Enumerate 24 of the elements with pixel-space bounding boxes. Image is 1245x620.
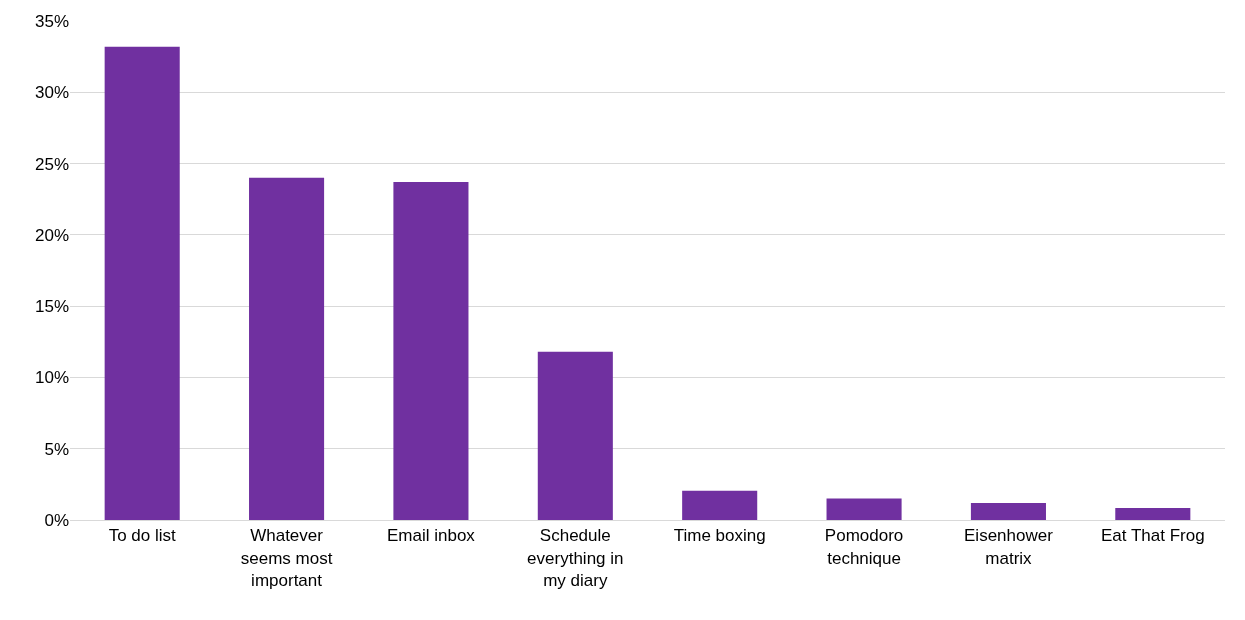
x-tick-label: Email inbox	[387, 526, 476, 546]
y-tick-label: 30%	[34, 83, 69, 103]
bar	[970, 502, 1046, 520]
y-tick-label: 15%	[34, 297, 69, 317]
bar	[104, 46, 180, 520]
y-tick-label: 20%	[34, 225, 69, 245]
x-tick-label: Eat That Frog	[1100, 526, 1205, 546]
y-tick-label: 10%	[34, 368, 69, 388]
bar	[826, 498, 902, 520]
y-tick-label: 25%	[34, 154, 69, 174]
bar	[537, 351, 613, 520]
x-tick-label: Pomodoro technique	[824, 526, 904, 568]
x-tick-label: To do list	[108, 526, 177, 546]
x-tick-label: Eisenhower matrix	[964, 526, 1054, 568]
x-tick-label: Time boxing	[673, 526, 766, 546]
y-tick-label: 35%	[34, 11, 69, 31]
bar	[1115, 507, 1191, 520]
x-tick-label: Whatever seems most important	[240, 526, 333, 590]
y-tick-label: 5%	[44, 439, 69, 459]
bar	[249, 177, 325, 520]
bar	[393, 182, 469, 520]
y-tick-label: 0%	[44, 510, 69, 530]
bar	[682, 490, 758, 520]
x-tick-label: Schedule everything in my diary	[527, 526, 624, 590]
